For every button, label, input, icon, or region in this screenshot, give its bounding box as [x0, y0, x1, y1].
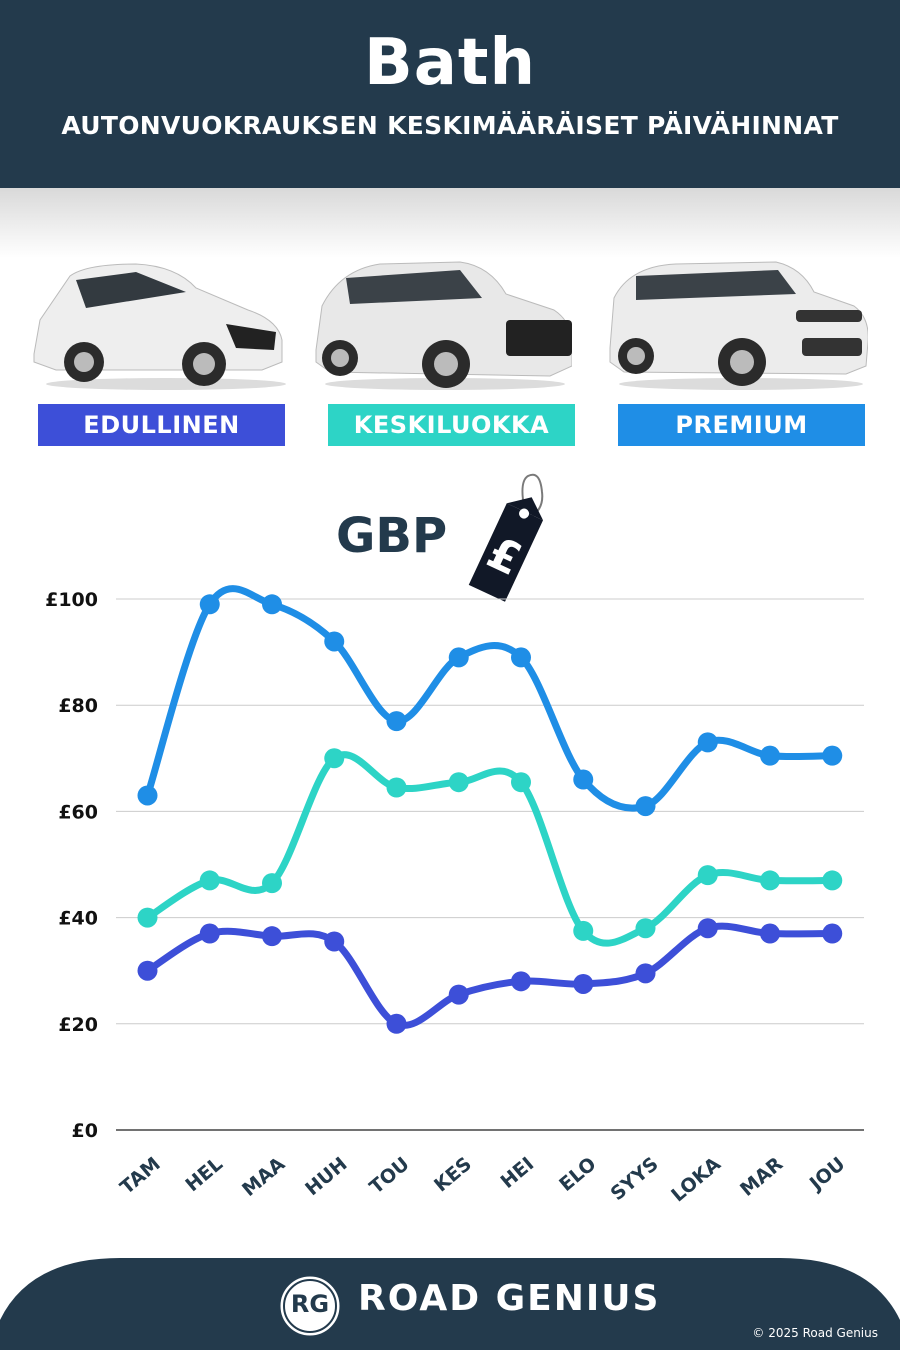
data-point-keskiluokka [511, 772, 531, 793]
data-point-keskiluokka [137, 907, 158, 928]
suv-car-icon [315, 261, 572, 390]
series-line-keskiluokka [144, 751, 836, 947]
y-tick-label: £80 [58, 695, 98, 717]
data-point-edullinen [324, 931, 345, 952]
data-point-edullinen [137, 960, 158, 981]
category-budget-badge: EDULLINEN [38, 404, 285, 446]
y-tick-label: £60 [58, 801, 98, 823]
x-tick-label: HUH [301, 1153, 351, 1200]
x-tick-label: MAA [238, 1153, 289, 1201]
x-tick-label: KES [430, 1153, 476, 1196]
header-shadow [0, 188, 900, 258]
data-point-premium [822, 745, 843, 766]
y-tick-label: £20 [58, 1014, 98, 1036]
data-point-premium [386, 711, 407, 732]
data-point-edullinen [635, 963, 656, 984]
data-point-premium [324, 631, 345, 652]
data-point-keskiluokka [262, 873, 282, 894]
x-tick-label: HEI [497, 1153, 539, 1193]
data-point-keskiluokka [199, 870, 220, 891]
data-point-premium [760, 745, 780, 766]
price-line-chart: £0 £20 £40 £60 £80 £100 TAM HEL MAA HUH TOU KES HEI E… [45, 585, 864, 1207]
data-point-keskiluokka [573, 920, 594, 941]
data-point-premium [635, 796, 656, 817]
x-tick-label: JOU [804, 1153, 849, 1196]
footer-band [0, 1258, 900, 1350]
x-tick-label: LOKA [667, 1153, 725, 1207]
data-point-premium [573, 769, 594, 790]
data-point-edullinen [199, 923, 220, 944]
data-point-keskiluokka [760, 870, 780, 891]
data-point-premium [199, 594, 220, 615]
x-tick-label: MAR [736, 1153, 787, 1201]
x-tick-label: ELO [555, 1153, 600, 1196]
pound-price-tag-icon: £ [468, 473, 544, 602]
city-title: Bath [363, 26, 537, 100]
category-premium-badge: PREMIUM [618, 404, 865, 446]
header-banner: Bath AUTONVUOKRAUKSEN KESKIMÄÄRÄISET PÄI… [0, 0, 900, 188]
data-point-keskiluokka [635, 918, 656, 939]
x-tick-label: TAM [116, 1153, 165, 1199]
page-subtitle: AUTONVUOKRAUKSEN KESKIMÄÄRÄISET PÄIVÄHIN… [61, 111, 839, 140]
data-point-edullinen [511, 971, 531, 992]
data-point-edullinen [697, 918, 718, 939]
data-point-premium [137, 785, 158, 806]
brand-name: ROAD GENIUS [358, 1278, 661, 1319]
logo-text: RG [290, 1290, 330, 1318]
data-point-keskiluokka [822, 870, 843, 891]
data-point-edullinen [822, 923, 843, 944]
data-point-premium [448, 647, 469, 668]
currency-label: GBP [336, 508, 448, 564]
data-point-keskiluokka [386, 777, 407, 798]
y-tick-label: £40 [58, 908, 98, 930]
x-tick-label: HEL [181, 1153, 227, 1196]
series-line-edullinen [144, 922, 836, 1029]
data-point-edullinen [386, 1013, 407, 1034]
y-tick-label: £100 [45, 589, 98, 611]
premium-suv-car-icon [609, 261, 868, 390]
data-point-edullinen [760, 923, 780, 944]
data-point-keskiluokka [448, 772, 469, 793]
data-point-premium [697, 732, 718, 753]
hatchback-car-icon [33, 263, 286, 390]
data-point-premium [511, 647, 531, 668]
data-point-edullinen [448, 984, 469, 1005]
copyright-text: © 2025 Road Genius [752, 1326, 878, 1340]
x-tick-label: SYYS [607, 1153, 663, 1205]
category-midrange-badge: KESKILUOKKA [328, 404, 575, 446]
y-tick-label: £0 [72, 1120, 98, 1142]
data-point-edullinen [573, 973, 594, 994]
x-tick-label: TOU [365, 1153, 413, 1198]
data-point-keskiluokka [324, 748, 345, 769]
data-point-edullinen [262, 926, 282, 947]
road-genius-logo-icon [277, 1273, 343, 1339]
data-point-premium [262, 594, 282, 615]
data-point-keskiluokka [697, 865, 718, 886]
